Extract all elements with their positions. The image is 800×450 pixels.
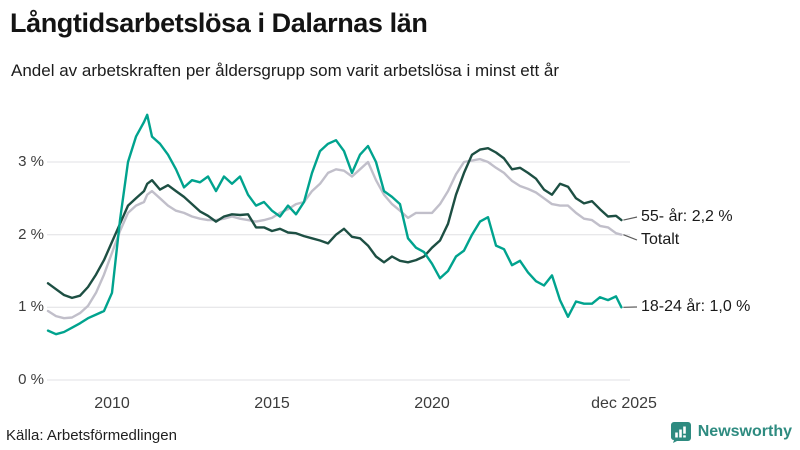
x-tick-label: 2020: [414, 395, 450, 412]
y-tick-label: 3 %: [18, 153, 44, 170]
page-title: Långtidsarbetslösa i Dalarnas län: [10, 8, 428, 38]
newsworthy-logo-icon: [670, 422, 691, 443]
y-tick-label: 2 %: [18, 226, 44, 243]
y-tick-label: 0 %: [18, 371, 44, 388]
label-connectors: [623, 216, 638, 308]
newsworthy-brand: Newsworthy: [670, 421, 792, 443]
y-tick-label: 1 %: [18, 298, 44, 315]
series-label-55: 55- år: 2,2 %: [641, 208, 733, 225]
x-tick-label: 2010: [94, 395, 130, 412]
x-tick-label: dec 2025: [591, 395, 657, 412]
page-subtitle: Andel av arbetskraften per åldersgrupp s…: [11, 61, 560, 80]
series-label-18-24: 18-24 år: 1,0 %: [641, 298, 751, 315]
x-tick-label: 2015: [254, 395, 290, 412]
source-note: Källa: Arbetsförmedlingen: [6, 427, 177, 444]
newsworthy-brand-text: Newsworthy: [697, 423, 792, 440]
series-label-totalt: Totalt: [641, 231, 680, 248]
series-lines: [46, 113, 623, 336]
gridlines: [47, 161, 630, 381]
